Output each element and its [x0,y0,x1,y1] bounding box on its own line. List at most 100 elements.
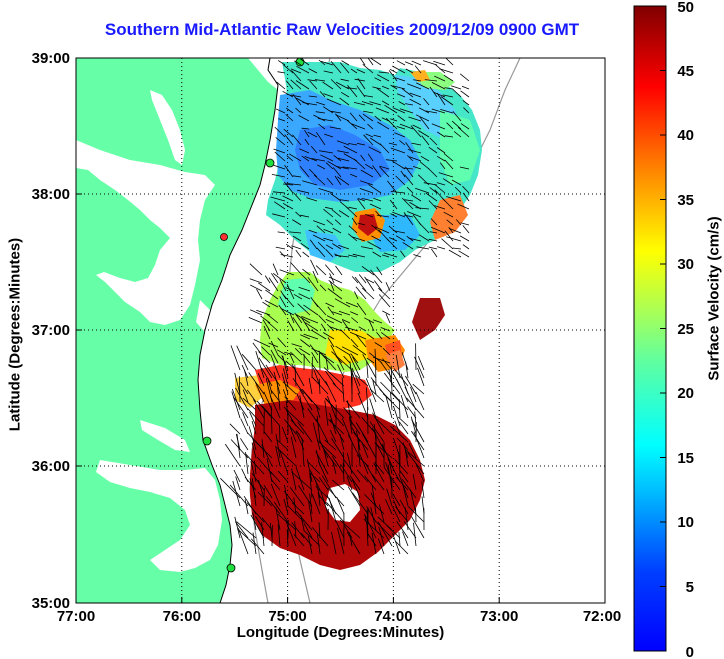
velocity-vector [274,126,286,138]
velocity-vector [446,236,462,242]
velocity-vector [374,280,383,292]
velocity-vector [257,373,265,387]
velocity-vector [395,175,406,186]
velocity-vector [307,461,321,475]
velocity-vector [302,268,311,276]
velocity-vector [461,85,470,90]
velocity-vector [392,65,406,74]
velocity-vector [255,381,265,403]
velocity-vector [399,108,414,114]
velocity-vector [325,302,335,308]
velocity-vector [375,107,390,114]
velocity-vector [255,515,265,531]
velocity-vector [328,279,343,292]
velocity-vector [366,509,369,539]
velocity-vector [346,87,358,90]
velocity-vector [338,244,350,250]
velocity-vector [320,154,334,162]
velocity-vector [302,389,321,411]
velocity-vector [257,491,273,507]
velocity-vector [358,114,366,122]
velocity-vector [382,347,391,356]
velocity-vector [366,357,375,364]
velocity-vector [288,153,302,162]
velocity-vector [427,167,438,178]
velocity-vector [446,196,462,202]
velocity-vector [385,159,398,162]
velocity-vector [415,391,425,411]
velocity-vector [319,284,327,292]
velocity-vector [317,118,334,122]
velocity-vector [383,466,401,491]
velocity-vector [311,527,329,547]
velocity-vector [397,416,409,427]
colorbar-ticks [660,5,666,652]
velocity-vector [315,419,329,443]
velocity-vector [372,412,385,435]
velocity-vector [327,160,342,170]
velocity-vector [332,456,345,475]
velocity-vector [302,251,310,258]
velocity-vector [258,357,273,379]
velocity-vector [323,70,334,74]
velocity-vector [250,309,263,316]
velocity-vector [358,274,367,284]
velocity-vector [318,522,321,539]
velocity-vector [392,85,406,90]
y-tick-label: 38:00 [32,186,70,203]
velocity-vector [431,108,446,114]
velocity-vector [325,356,329,371]
velocity-vector [318,315,327,324]
velocity-vector [431,123,446,130]
velocity-vector [292,93,302,106]
velocity-vector [284,396,297,411]
x-tick-label: 75:00 [268,608,306,625]
velocity-vector [351,479,361,499]
velocity-vector [415,114,430,122]
velocity-vector [316,225,326,234]
velocity-vector [342,320,351,332]
velocity-vector [284,164,294,178]
velocity-vector [360,154,366,162]
velocity-vector [414,65,422,74]
velocity-vector [242,412,249,427]
velocity-vector [354,291,359,300]
velocity-vector [385,498,393,515]
velocity-vector [280,254,294,258]
velocity-vector [336,166,350,170]
velocity-vector [398,399,401,419]
velocity-vector [290,351,303,364]
velocity-vector [335,521,345,539]
velocity-vector [312,270,319,284]
velocity-vector [403,212,414,226]
velocity-vector [443,74,454,82]
velocity-vector [286,284,295,300]
velocity-vector [385,395,393,419]
velocity-vector [290,68,302,74]
velocity-vector [313,220,326,226]
velocity-vector [289,312,295,324]
velocity-vector [380,381,401,403]
velocity-vector [301,438,305,467]
velocity-field-north [266,62,482,272]
velocity-vector [397,115,406,122]
velocity-vector [418,130,430,138]
velocity-vector [236,433,241,459]
velocity-vector [361,246,374,250]
velocity-vector [264,300,279,308]
velocity-vector [317,241,326,250]
velocity-vector [332,227,342,234]
velocity-vector [277,60,286,66]
velocity-vector [449,228,462,234]
velocity-vector [346,531,361,555]
velocity-vector [318,123,326,130]
velocity-vector [250,514,265,539]
velocity-vector [349,331,367,340]
velocity-vector [462,225,470,234]
velocity-vector [410,125,422,138]
velocity-vector [367,123,374,130]
velocity-vector [365,163,374,170]
velocity-vector [351,317,359,324]
velocity-vector [261,367,273,387]
velocity-vector [372,86,382,90]
